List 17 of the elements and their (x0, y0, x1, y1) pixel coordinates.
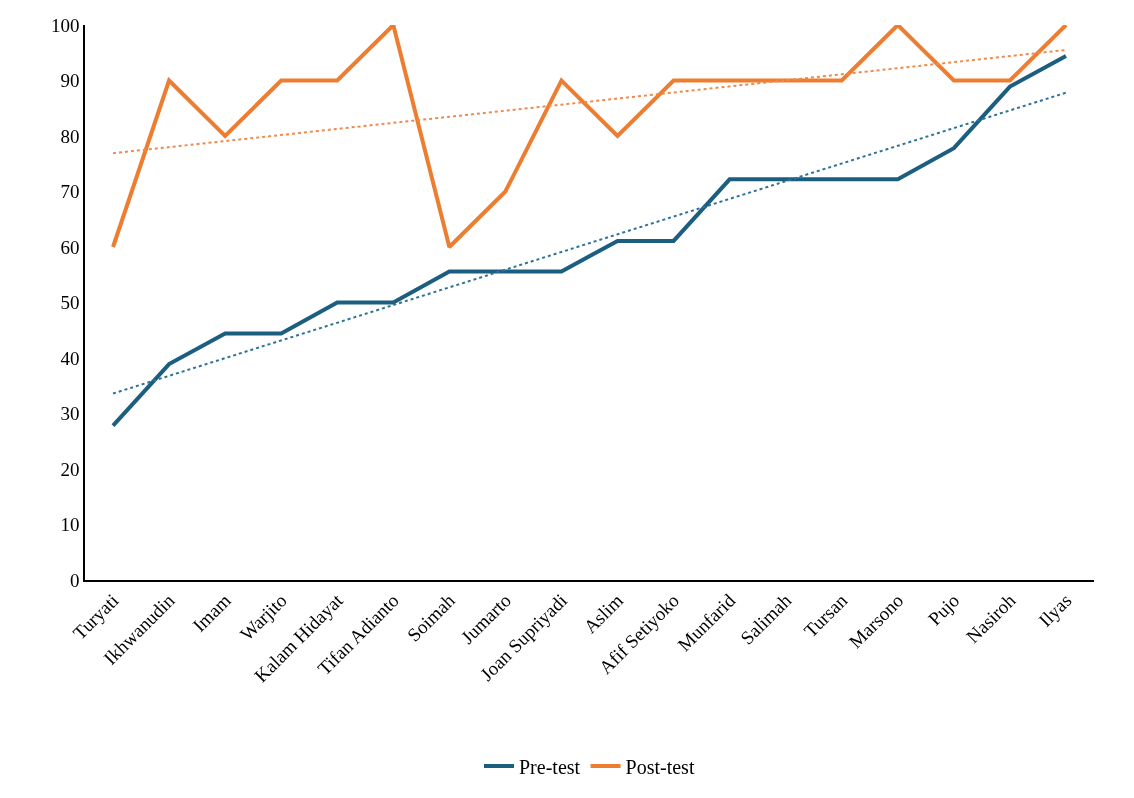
y-tick-label: 30 (60, 403, 80, 425)
y-tick-label: 0 (69, 569, 80, 591)
legend-label: Pre-test (519, 755, 581, 778)
y-tick-label: 70 (60, 181, 80, 203)
x-tick-label: Ilyas (1034, 589, 1076, 631)
y-tick-label: 50 (60, 292, 80, 314)
y-tick-label: 80 (60, 125, 80, 147)
y-tick-label: 40 (60, 347, 80, 369)
y-tick-label: 100 (50, 14, 80, 36)
x-tick-label: Pujo (923, 589, 964, 630)
line-series (111, 54, 1068, 428)
line-series (111, 25, 1068, 249)
y-tick-label: 20 (60, 458, 80, 480)
y-tick-label: 90 (60, 70, 80, 92)
legend-label: Post-test (625, 755, 695, 778)
y-tick-label: 60 (60, 236, 80, 258)
y-tick-label: 10 (60, 514, 80, 536)
